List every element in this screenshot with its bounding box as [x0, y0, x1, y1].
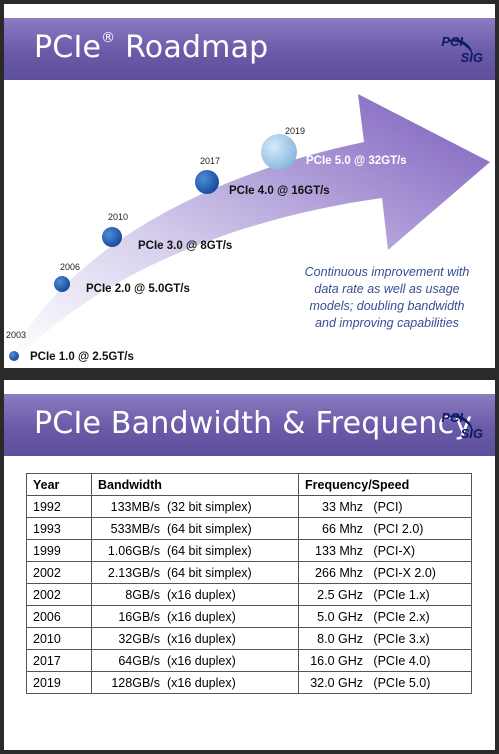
bandwidth-cell: 128GB/s (x16 duplex)	[91, 671, 299, 694]
pci-sig-logo: PCI SIG	[429, 34, 485, 69]
year-cell: 2010	[26, 627, 92, 650]
frequency-cell: 32.0 GHz (PCIe 5.0)	[298, 671, 472, 694]
roadmap-arrow-diagram: 2003 PCIe 1.0 @ 2.5GT/s 2006 PCIe 2.0 @ 5.0…	[6, 94, 490, 363]
roadmap-banner: PCIe® Roadmap PCI SIG	[4, 18, 495, 80]
bandwidth-cell: 533MB/s (64 bit simplex)	[91, 517, 299, 540]
year-cell: 1992	[26, 495, 92, 518]
table-row: 2017 64GB/s (x16 duplex) 16.0 GHz (PCIe 4.…	[26, 649, 472, 672]
year-cell: 1999	[26, 539, 92, 562]
table-row: 1992 133MB/s (32 bit simplex) 33 Mhz (PCI)	[26, 495, 472, 518]
milestone-year: 2017	[200, 156, 220, 166]
header-bandwidth: Bandwidth	[91, 473, 299, 496]
milestone-dot-2006	[54, 276, 70, 292]
table-row: 2002 8GB/s (x16 duplex) 2.5 GHz (PCIe 1.x)	[26, 583, 472, 606]
milestone-label: PCIe 1.0 @ 2.5GT/s	[30, 351, 134, 363]
bandwidth-cell: 133MB/s (32 bit simplex)	[91, 495, 299, 518]
bandwidth-cell: 1.06GB/s (64 bit simplex)	[91, 539, 299, 562]
frequency-cell: 8.0 GHz (PCIe 3.x)	[298, 627, 472, 650]
frequency-cell: 16.0 GHz (PCIe 4.0)	[298, 649, 472, 672]
milestone-dot-2003	[9, 351, 19, 361]
milestone-dot-2017	[195, 170, 219, 194]
milestone-year: 2003	[6, 330, 26, 340]
improvement-note: Continuous improvement with data rate as…	[304, 265, 470, 330]
bandwidth-title: PCIe Bandwidth & Frequency	[34, 406, 473, 441]
year-cell: 2002	[26, 583, 92, 606]
table-row: 2019 128GB/s (x16 duplex) 32.0 GHz (PCIe 5…	[26, 671, 472, 694]
milestone-label: PCIe 2.0 @ 5.0GT/s	[86, 283, 190, 295]
table-row: 1999 1.06GB/s (64 bit simplex) 133 Mhz (PC…	[26, 539, 472, 562]
milestone-label: PCIe 3.0 @ 8GT/s	[138, 240, 232, 252]
year-cell: 2006	[26, 605, 92, 628]
frequency-cell: 33 Mhz (PCI)	[298, 495, 472, 518]
milestone-label: PCIe 4.0 @ 16GT/s	[229, 185, 330, 197]
frequency-cell: 266 Mhz (PCI-X 2.0)	[298, 561, 472, 584]
milestone-label: PCIe 5.0 @ 32GT/s	[306, 155, 407, 167]
roadmap-title: PCIe® Roadmap	[34, 30, 269, 65]
table-row: 1993 533MB/s (64 bit simplex) 66 Mhz (PCI …	[26, 517, 472, 540]
bandwidth-cell: 8GB/s (x16 duplex)	[91, 583, 299, 606]
bandwidth-cell: 16GB/s (x16 duplex)	[91, 605, 299, 628]
bandwidth-cell: 64GB/s (x16 duplex)	[91, 649, 299, 672]
milestone-year: 2019	[285, 126, 305, 136]
bandwidth-slide: PCIe Bandwidth & Frequency PCI SIG Year …	[4, 380, 495, 750]
bandwidth-cell: 2.13GB/s (64 bit simplex)	[91, 561, 299, 584]
roadmap-arrow	[12, 94, 490, 358]
milestone-dot-2010	[102, 227, 122, 247]
bandwidth-banner: PCIe Bandwidth & Frequency PCI SIG	[4, 394, 495, 456]
year-cell: 2019	[26, 671, 92, 694]
milestone-dot-2019	[261, 134, 297, 170]
year-cell: 2017	[26, 649, 92, 672]
frequency-cell: 66 Mhz (PCI 2.0)	[298, 517, 472, 540]
milestone-year: 2010	[108, 212, 128, 222]
header-frequency: Frequency/Speed	[298, 473, 472, 496]
roadmap-slide: PCIe® Roadmap PCI SIG 2003 PCIe 1.0 @ 2.5	[4, 4, 495, 368]
table-row: 2006 16GB/s (x16 duplex) 5.0 GHz (PCIe 2.x…	[26, 605, 472, 628]
header-year: Year	[26, 473, 92, 496]
table-row: 2010 32GB/s (x16 duplex) 8.0 GHz (PCIe 3.x…	[26, 627, 472, 650]
table-row: 2002 2.13GB/s (64 bit simplex) 266 Mhz (PC…	[26, 561, 472, 584]
pci-sig-logo: PCI SIG	[429, 410, 485, 445]
frequency-cell: 133 Mhz (PCI-X)	[298, 539, 472, 562]
milestone-year: 2006	[60, 262, 80, 272]
year-cell: 2002	[26, 561, 92, 584]
table-header-row: Year Bandwidth Frequency/Speed	[26, 473, 472, 496]
frequency-cell: 5.0 GHz (PCIe 2.x)	[298, 605, 472, 628]
bandwidth-cell: 32GB/s (x16 duplex)	[91, 627, 299, 650]
frequency-cell: 2.5 GHz (PCIe 1.x)	[298, 583, 472, 606]
year-cell: 1993	[26, 517, 92, 540]
bandwidth-table: Year Bandwidth Frequency/Speed 1992 133MB…	[26, 473, 472, 694]
